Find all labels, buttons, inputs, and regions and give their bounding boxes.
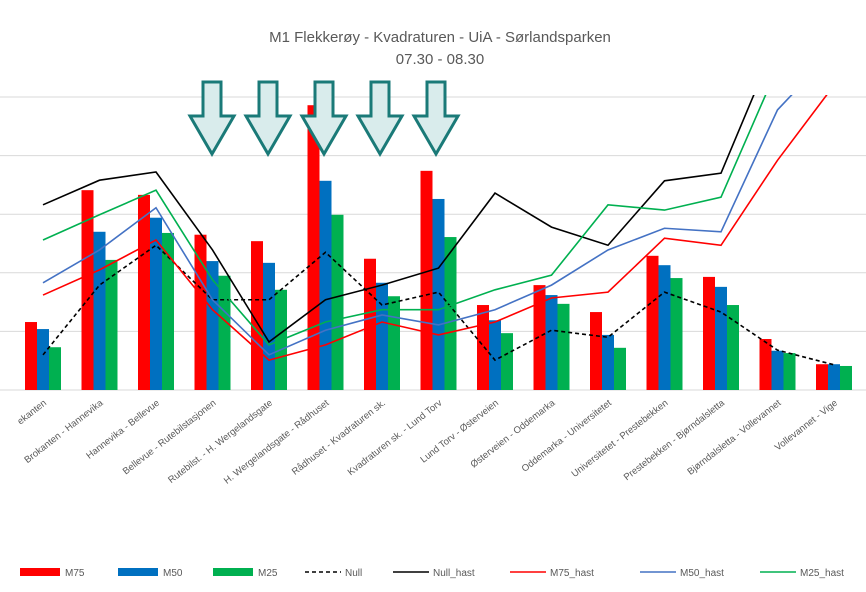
- bar: [771, 350, 784, 390]
- x-tick-label: H. Wergelandsgate - Rådhuset: [222, 397, 332, 486]
- line: [42, 95, 755, 344]
- bar: [590, 312, 602, 390]
- lines: [42, 95, 835, 366]
- legend-label: M25: [258, 568, 278, 579]
- legend-label: Null_hast: [433, 568, 475, 579]
- legend: M75 M50 M25 Null Null_hast M75_hast M50_hast M2…: [20, 568, 844, 579]
- x-tick-label: Bellevue - Rutebilstasjonen: [121, 398, 218, 478]
- legend-swatch: [213, 568, 253, 576]
- x-tick-label: ekanten: [15, 398, 48, 427]
- bar: [150, 217, 162, 390]
- legend-label: M75_hast: [550, 568, 594, 579]
- bar: [477, 305, 489, 390]
- bar: [105, 259, 118, 390]
- bar: [670, 278, 683, 390]
- arrow: [411, 80, 461, 157]
- line: [42, 95, 793, 356]
- bar: [557, 303, 570, 390]
- bar: [840, 365, 852, 390]
- bar: [489, 320, 501, 390]
- bar: [206, 261, 219, 390]
- bar: [81, 190, 94, 390]
- chart-subtitle: 07.30 - 08.30: [396, 51, 484, 68]
- bar: [533, 285, 546, 390]
- bar: [759, 339, 772, 390]
- bar: [307, 105, 320, 390]
- bar: [319, 180, 332, 390]
- legend-label: M75: [65, 568, 85, 579]
- arrow: [299, 80, 349, 157]
- line: [42, 95, 828, 361]
- bar: [25, 322, 37, 390]
- bar: [783, 353, 796, 390]
- arrows: [187, 80, 461, 157]
- bar: [218, 275, 231, 390]
- bar: [545, 295, 558, 390]
- x-tick-label: Oddemarka - Universitetet: [520, 397, 614, 474]
- bar: [703, 276, 715, 390]
- bar: [93, 231, 106, 390]
- legend-swatch: [118, 568, 158, 576]
- x-tick-label: Kvadraturen sk. - Lund Torv: [346, 398, 445, 479]
- x-tick-label: Rutebilst. - H. Wergelandsgate: [166, 398, 275, 486]
- x-tick-label: Universitetet - Prestebekken: [570, 398, 671, 480]
- bar: [614, 347, 626, 390]
- legend-label: Null: [345, 568, 362, 579]
- bar: [364, 258, 376, 390]
- bar: [602, 334, 614, 390]
- bar: [49, 347, 61, 390]
- bar: [658, 265, 671, 390]
- arrow: [243, 80, 293, 157]
- bar: [432, 198, 445, 390]
- legend-label: M50_hast: [680, 568, 724, 579]
- bar: [138, 194, 150, 390]
- bar: [331, 214, 344, 390]
- bar: [420, 170, 433, 390]
- bar: [376, 282, 388, 390]
- bar: [194, 234, 207, 390]
- bar: [727, 305, 739, 390]
- bar: [828, 364, 840, 390]
- bar: [816, 364, 828, 390]
- bar: [444, 237, 457, 390]
- x-tick-label: Bjørndalsletta - Vollevannet: [685, 397, 783, 477]
- legend-label: M25_hast: [800, 568, 844, 579]
- arrow: [355, 80, 405, 157]
- bar: [263, 262, 275, 390]
- bar: [715, 286, 727, 390]
- chart-title: M1 Flekkerøy - Kvadraturen - UiA - Sørla…: [269, 29, 611, 46]
- bar: [388, 296, 400, 390]
- x-tick-label: Rådhuset - Kvadraturen sk.: [290, 398, 388, 478]
- legend-swatch: [20, 568, 60, 576]
- bar: [646, 255, 659, 390]
- arrow: [187, 80, 237, 157]
- x-tick-label: Prestebekken - Bjørndalsletta: [622, 397, 728, 483]
- bar: [501, 333, 513, 390]
- bar: [162, 232, 174, 390]
- line: [42, 95, 767, 346]
- bar: [37, 329, 49, 390]
- legend-label: M50: [163, 568, 183, 579]
